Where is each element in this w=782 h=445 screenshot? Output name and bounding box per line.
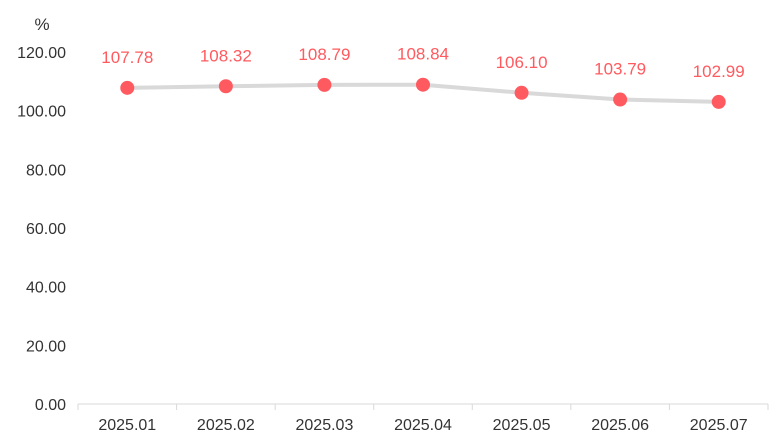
x-tick-label: 2025.07: [690, 417, 748, 434]
data-point: [711, 94, 726, 109]
data-point: [218, 79, 233, 94]
x-tick-label: 2025.02: [197, 417, 255, 434]
data-point: [120, 80, 135, 95]
data-label: 108.32: [200, 46, 252, 65]
data-label: 103.79: [594, 60, 646, 79]
y-unit-label: %: [34, 15, 49, 34]
data-label: 107.78: [101, 48, 153, 67]
data-labels-group: 107.78 108.32 108.79 108.84 106.10 103.79 102.…: [101, 45, 744, 81]
data-label: 102.99: [693, 62, 745, 81]
data-point: [317, 77, 332, 92]
x-tick-label: 2025.01: [98, 417, 156, 434]
data-point: [613, 92, 628, 107]
x-tick-label: 2025.04: [394, 417, 452, 434]
x-tick-label: 2025.03: [296, 417, 354, 434]
y-tick-label: 120.00: [17, 45, 66, 62]
y-tick-label: 40.00: [26, 280, 66, 297]
data-label: 106.10: [496, 53, 548, 72]
y-tick-label: 60.00: [26, 221, 66, 238]
y-tick-label: 100.00: [17, 104, 66, 121]
data-point: [514, 85, 529, 100]
data-label: 108.84: [397, 45, 449, 64]
x-tick-label: 2025.05: [493, 417, 551, 434]
y-tick-label: 20.00: [26, 338, 66, 355]
series-group: [120, 77, 726, 109]
y-axis-ticks: 0.00 20.00 40.00 60.00 80.00 100.00 120.00: [17, 45, 66, 414]
x-axis-ticks: 2025.01 2025.02 2025.03 2025.04 2025.05 2025.…: [77, 404, 769, 434]
y-tick-label: 0.00: [35, 397, 66, 414]
data-point: [416, 77, 430, 92]
data-label: 108.79: [298, 45, 350, 64]
x-tick-label: 2025.06: [591, 417, 649, 434]
y-tick-label: 80.00: [26, 162, 66, 179]
